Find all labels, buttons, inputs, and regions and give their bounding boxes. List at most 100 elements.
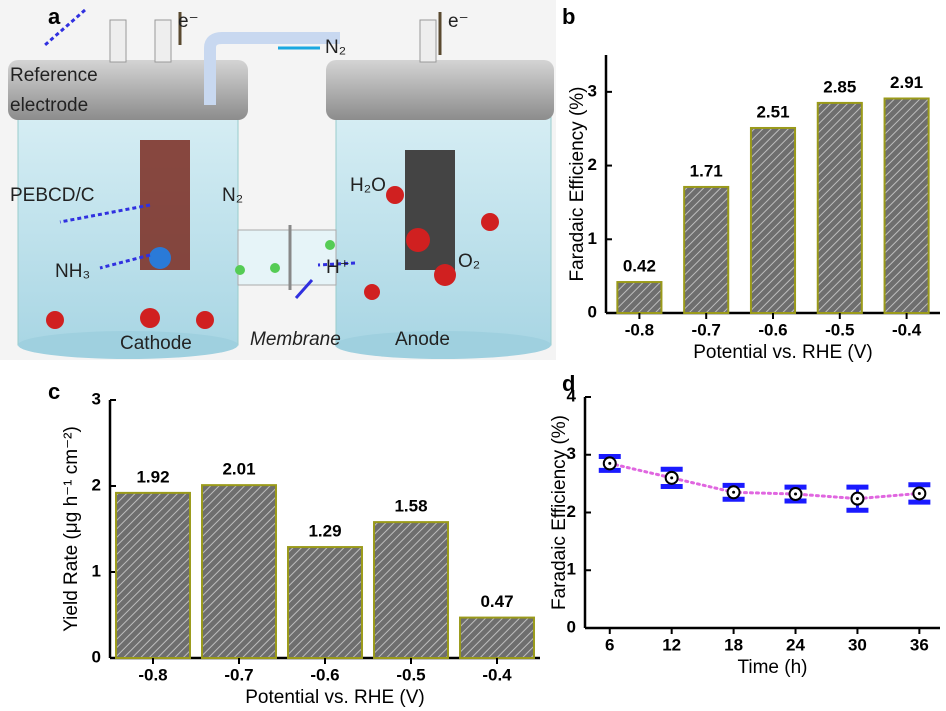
panel-label: c	[48, 379, 60, 404]
label: Anode	[395, 329, 450, 350]
y-axis-label: Faradaic Efficiency (%)	[549, 415, 570, 610]
molecule	[196, 311, 214, 329]
label: Membrane	[250, 329, 341, 350]
x-tick-label: 12	[662, 635, 681, 654]
value-label: 2.85	[823, 77, 856, 96]
panel-label: d	[562, 371, 575, 396]
cell-diagram: Reference electrode e⁻ e⁻ N₂ PEBCD/C N₂ …	[0, 0, 556, 360]
label: H₂O	[350, 175, 386, 196]
molecule	[434, 264, 456, 286]
value-label: 1.29	[308, 522, 341, 541]
x-tick-label: -0.6	[310, 665, 339, 684]
label: O₂	[458, 251, 480, 272]
arrow	[317, 261, 356, 267]
anode-electrode	[405, 150, 455, 270]
arrow	[59, 203, 151, 224]
x-tick-label: -0.6	[758, 320, 787, 339]
y-tick-label: 4	[567, 386, 577, 405]
point-dot	[608, 461, 612, 465]
value-label: 2.01	[222, 460, 255, 479]
value-label: 2.91	[890, 73, 923, 92]
point-dot	[855, 497, 859, 501]
x-tick-label: 24	[786, 635, 805, 654]
value-label: 2.51	[756, 102, 789, 121]
molecule	[406, 228, 430, 252]
value-label: 1.71	[690, 161, 723, 180]
bar	[616, 281, 663, 315]
bar	[115, 491, 191, 659]
bar	[816, 101, 863, 314]
label: PEBCD/C	[10, 185, 94, 206]
cathode-base	[18, 331, 238, 359]
bar	[287, 546, 363, 659]
label: Cathode	[120, 333, 192, 354]
y-tick-label: 1	[588, 229, 597, 248]
y-tick-label: 2	[567, 502, 576, 521]
bar	[749, 126, 797, 314]
value-label: 1.58	[394, 497, 427, 516]
x-tick-label: 30	[848, 635, 867, 654]
anode-base	[335, 331, 551, 359]
label: NH₃	[55, 261, 90, 282]
y-tick-label: 0	[567, 617, 576, 636]
y-tick-label: 2	[92, 475, 101, 494]
y-axis-label: Faradaic Efficiency (%)	[567, 87, 588, 282]
bar	[459, 616, 535, 660]
x-tick-label: -0.4	[482, 665, 512, 684]
bar	[883, 97, 930, 315]
molecule	[235, 265, 245, 275]
x-tick-label: 36	[910, 635, 929, 654]
x-axis-label: Potential vs. RHE (V)	[693, 342, 873, 363]
bar	[683, 185, 730, 315]
gas-tube	[204, 32, 340, 105]
label: N₂	[222, 185, 243, 206]
bar	[373, 521, 449, 659]
cathode-terminal	[109, 19, 127, 63]
molecule	[270, 263, 280, 273]
bridge	[237, 229, 337, 286]
cathode-lid	[8, 60, 248, 120]
point-dot	[670, 476, 674, 480]
label: e⁻	[448, 11, 469, 32]
x-tick-label: -0.5	[396, 665, 425, 684]
y-tick-label: 3	[92, 389, 101, 408]
molecule	[386, 186, 404, 204]
value-label: 1.92	[136, 467, 169, 486]
y-axis-label: Yield Rate (μg h⁻¹ cm⁻²)	[61, 426, 82, 632]
bar	[201, 484, 277, 660]
molecule	[364, 284, 380, 300]
point-dot	[794, 492, 798, 496]
x-axis-label: Potential vs. RHE (V)	[245, 687, 425, 708]
label: e⁻	[178, 11, 199, 32]
anode-terminal	[419, 19, 437, 63]
molecule	[481, 213, 499, 231]
y-tick-label: 0	[92, 647, 101, 666]
x-tick-label: -0.8	[138, 665, 167, 684]
x-tick-label: -0.5	[825, 320, 854, 339]
arrow	[294, 279, 314, 299]
arrow	[44, 8, 86, 47]
molecule	[149, 247, 171, 269]
molecule	[140, 308, 160, 328]
trend-line	[608, 461, 921, 501]
cathode-cell	[17, 109, 239, 346]
value-label: 0.42	[623, 257, 656, 276]
y-tick-label: 0	[588, 302, 597, 321]
x-tick-label: -0.7	[224, 665, 253, 684]
panel-label: a	[48, 4, 61, 29]
y-tick-label: 2	[588, 155, 597, 174]
value-label: 0.47	[480, 592, 513, 611]
y-tick-label: 1	[567, 560, 576, 579]
label: electrode	[10, 95, 88, 116]
molecule	[46, 311, 64, 329]
x-tick-label: 18	[724, 635, 743, 654]
arrow	[99, 253, 151, 270]
ref-terminal	[154, 19, 172, 63]
x-axis-label: Time (h)	[737, 657, 807, 678]
x-tick-label: -0.7	[692, 320, 721, 339]
label: N₂	[325, 37, 346, 58]
panel-label: b	[562, 4, 575, 29]
point-dot	[732, 490, 736, 494]
label: Reference	[10, 65, 98, 86]
